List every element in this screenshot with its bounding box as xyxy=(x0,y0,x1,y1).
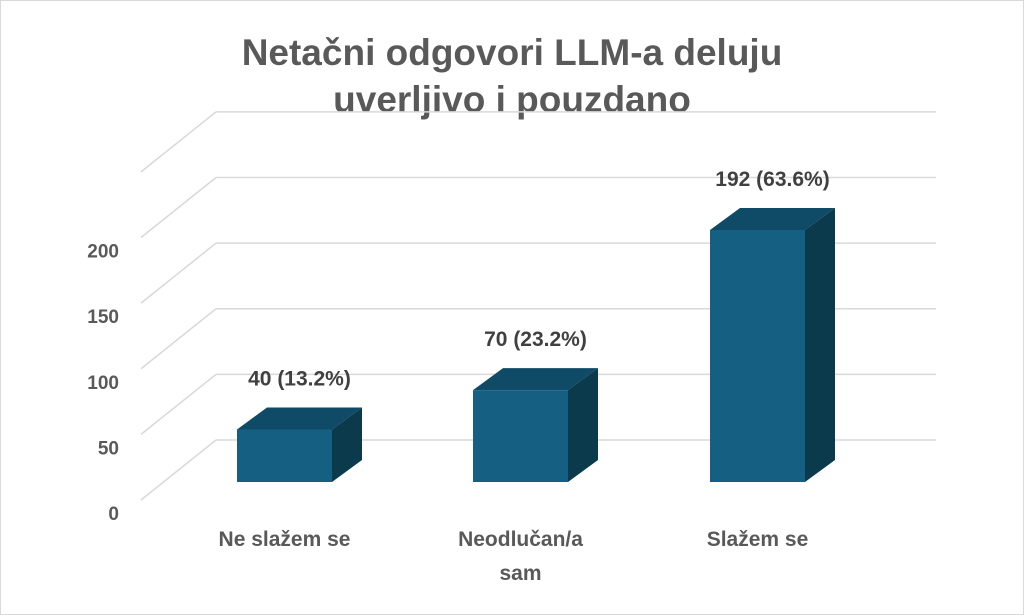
gridline-depth xyxy=(140,308,217,370)
data-label: 40 (13.2%) xyxy=(248,368,351,391)
data-label: 70 (23.2%) xyxy=(484,328,587,351)
x-category-label: Slažem se xyxy=(707,528,809,551)
x-category-label: Ne slažem se xyxy=(219,528,351,551)
bar-top xyxy=(237,407,362,430)
x-category-label: sam xyxy=(499,562,541,585)
chart-title-line: Netačni odgovori LLM-a deluju xyxy=(241,32,783,73)
gridline-depth xyxy=(140,439,217,501)
chart-title: Netačni odgovori LLM-a deluju uverljivo … xyxy=(1,29,1023,123)
gridline-depth xyxy=(140,176,217,239)
y-tick-label: 150 xyxy=(87,307,119,328)
bar xyxy=(710,230,805,482)
gridline-depth xyxy=(140,373,217,435)
y-tick-label: 100 xyxy=(87,373,119,394)
bar-side xyxy=(805,208,835,482)
gridline-depth xyxy=(140,242,217,304)
bar xyxy=(237,429,332,482)
bar xyxy=(473,390,568,482)
bar-side xyxy=(568,368,598,482)
y-tick-label: 200 xyxy=(87,242,119,263)
data-label: 192 (63.6%) xyxy=(715,168,829,191)
bar-top xyxy=(710,208,835,230)
bar-top xyxy=(473,368,598,391)
y-tick-label: 50 xyxy=(98,438,119,459)
chart-title-line: uverljivo i pouzdano xyxy=(333,79,691,120)
x-category-label: Neodlučan/a xyxy=(458,528,583,551)
y-tick-label: 0 xyxy=(108,504,119,525)
bar-side xyxy=(332,407,362,482)
gridline-depth xyxy=(140,111,217,173)
